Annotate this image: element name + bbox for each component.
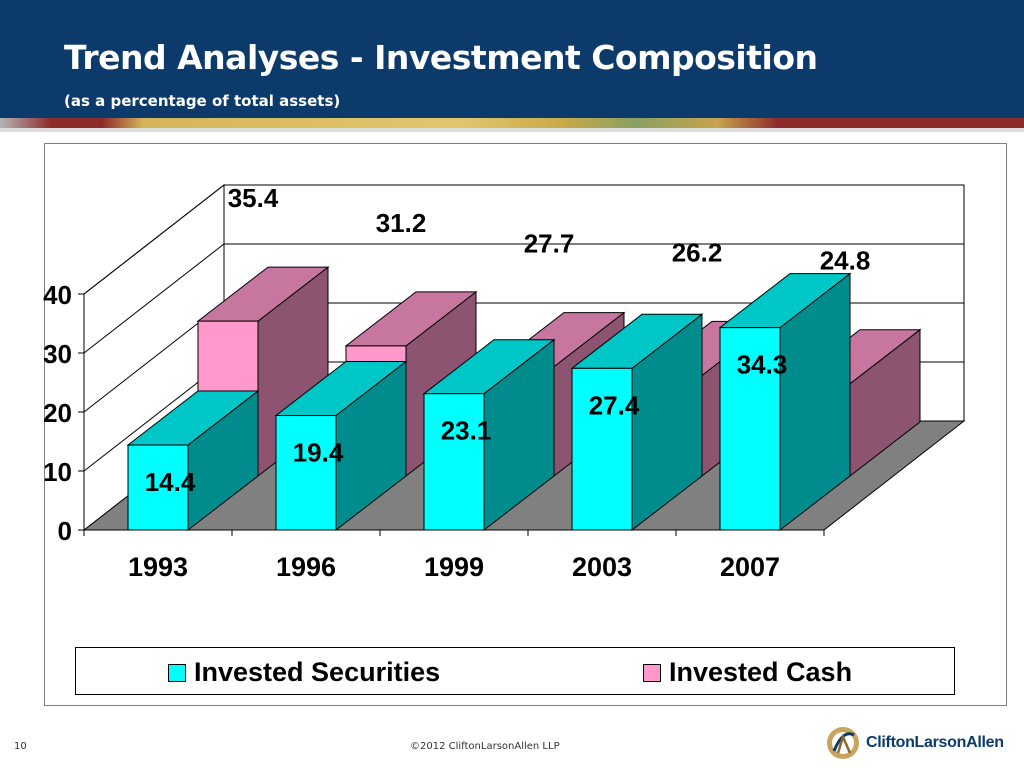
data-label-cash: 35.4 xyxy=(228,183,279,213)
y-tick-label: 10 xyxy=(43,457,72,487)
data-label-securities: 34.3 xyxy=(737,350,788,380)
company-logo: CliftonLarsonAllen xyxy=(826,725,1018,761)
legend-swatch-securities xyxy=(168,664,186,682)
logo-emblem-icon xyxy=(827,727,859,759)
data-label-cash: 24.8 xyxy=(820,246,871,276)
data-label-securities: 27.4 xyxy=(589,390,640,420)
page-number: 10 xyxy=(14,741,27,752)
decorative-stripe xyxy=(0,118,1024,128)
x-tick-label: 1999 xyxy=(424,552,484,582)
data-label-cash: 31.2 xyxy=(376,208,427,238)
gridline xyxy=(83,243,964,354)
bar-invested-securities xyxy=(275,415,337,531)
legend-label-securities: Invested Securities xyxy=(194,657,441,687)
y-tick-label: 30 xyxy=(43,339,72,369)
legend-label-cash: Invested Cash xyxy=(669,657,853,687)
legend-swatch-cash xyxy=(643,664,661,682)
x-tick-label: 2003 xyxy=(572,552,632,582)
data-label-cash: 27.7 xyxy=(524,229,575,259)
footer-copyright: ©2012 CliftonLarsonAllen LLP xyxy=(410,741,560,752)
x-tick-label: 1993 xyxy=(128,552,188,582)
title-bar xyxy=(0,0,1024,120)
bar-invested-securities xyxy=(423,393,485,531)
bar-invested-securities xyxy=(719,327,781,531)
gridline xyxy=(83,184,964,295)
slide-title: Trend Analyses - Investment Composition xyxy=(64,38,818,77)
x-tick-label: 1996 xyxy=(276,552,336,582)
data-label-securities: 23.1 xyxy=(441,416,492,446)
bar-invested-securities xyxy=(127,444,189,531)
x-tick-label: 2007 xyxy=(720,552,780,582)
y-tick-label: 40 xyxy=(43,280,72,310)
slide-subtitle: (as a percentage of total assets) xyxy=(64,92,341,110)
y-tick-label: 20 xyxy=(43,398,72,428)
chart-legend: Invested Securities Invested Cash xyxy=(75,647,955,695)
data-label-securities: 19.4 xyxy=(293,438,344,468)
data-label-cash: 26.2 xyxy=(672,237,723,267)
bar-invested-securities xyxy=(571,367,633,531)
y-tick-label: 0 xyxy=(58,516,72,546)
data-label-securities: 14.4 xyxy=(145,467,196,497)
logo-wordmark: CliftonLarsonAllen xyxy=(866,734,1004,751)
decorative-rule xyxy=(0,128,1024,132)
